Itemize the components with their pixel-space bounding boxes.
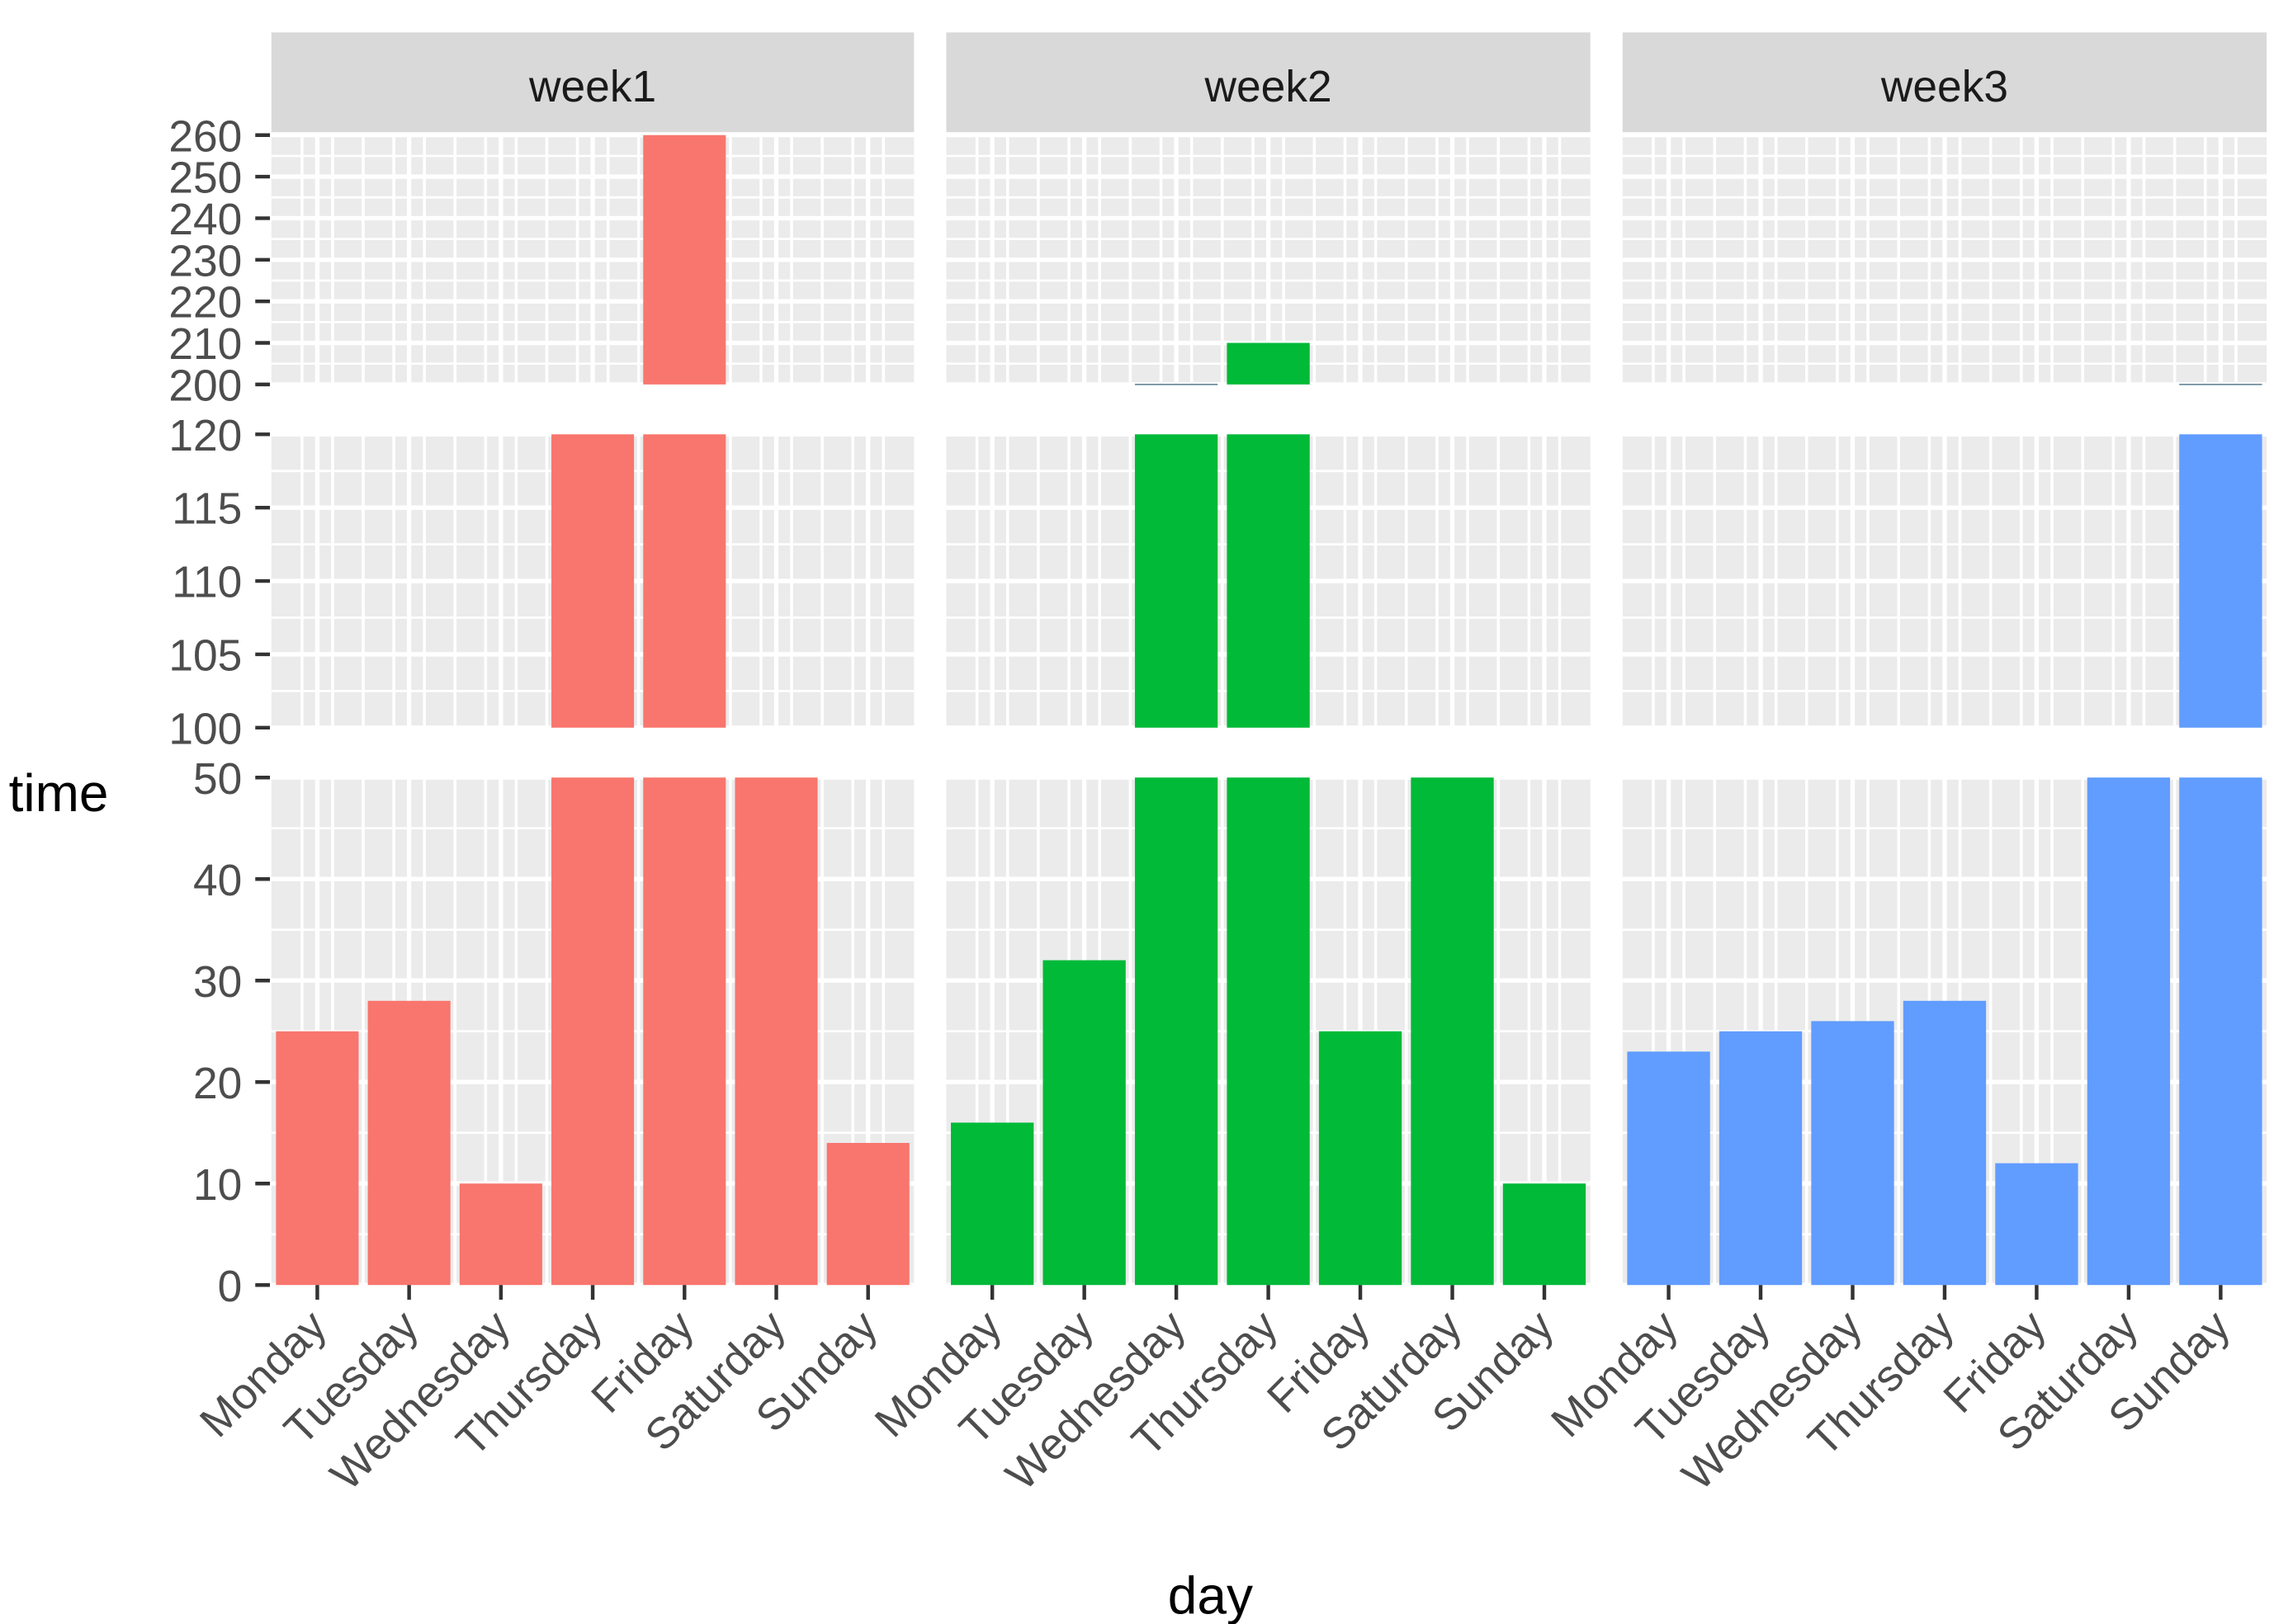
bar-friday: [1318, 1031, 1402, 1286]
bar-sunday: [2179, 434, 2262, 728]
bar-wednesday: [1811, 1021, 1894, 1286]
y-tick-label: 10: [193, 1161, 242, 1210]
y-tick-label: 50: [193, 755, 242, 804]
bar-monday: [1627, 1051, 1710, 1286]
facet-panel-week3: week3MondayTuesdayWednesdayThursdayFrida…: [1542, 32, 2267, 1499]
bar-saturday: [1411, 777, 1494, 1286]
bar-wednesday: [1134, 777, 1218, 1286]
bar-saturday: [2087, 777, 2171, 1286]
bar-friday: [643, 135, 726, 385]
facet-strip-label: week2: [1204, 63, 1332, 111]
bar-friday: [643, 777, 726, 1286]
facet-panel-week1: week1MondayTuesdayWednesdayThursdayFrida…: [191, 32, 915, 1499]
y-tick-label: 250: [168, 154, 242, 203]
facet-strip: [1622, 32, 2267, 133]
bar-thursday: [1227, 342, 1310, 385]
y-tick-label: 115: [172, 485, 242, 534]
y-tick-label: 20: [193, 1060, 242, 1108]
y-tick-label: 120: [168, 412, 242, 460]
y-tick-label: 30: [193, 958, 242, 1007]
bar-tuesday: [1719, 1031, 1803, 1286]
y-tick-label: 240: [168, 196, 242, 244]
facet-strip-label: week3: [1880, 63, 2008, 111]
bar-sunday: [2179, 777, 2262, 1286]
bar-monday: [276, 1031, 359, 1286]
y-tick-label: 230: [168, 237, 242, 286]
y-tick-label: 40: [193, 857, 242, 905]
facet-panel-week2: week2MondayTuesdayWednesdayThursdayFrida…: [866, 32, 1591, 1499]
bar-tuesday: [1042, 960, 1126, 1286]
bar-friday: [643, 434, 726, 728]
y-tick-label: 0: [218, 1263, 243, 1311]
bar-wednesday: [1134, 434, 1218, 728]
y-tick-label: 105: [168, 631, 242, 680]
y-axis-title: time: [9, 763, 109, 823]
bar-thursday: [1227, 434, 1310, 728]
bar-tuesday: [367, 1000, 451, 1286]
y-tick-label: 200: [168, 361, 242, 410]
y-tick-label: 100: [168, 705, 242, 753]
bar-monday: [951, 1122, 1034, 1286]
x-axis-title: day: [1168, 1565, 1253, 1624]
bar-thursday: [1903, 1000, 1987, 1286]
bar-thursday: [1227, 777, 1310, 1286]
bar-sunday: [1502, 1183, 1586, 1286]
y-tick-label: 260: [168, 112, 242, 161]
bar-friday: [1995, 1163, 2078, 1286]
bar-thursday: [551, 777, 635, 1286]
bar-saturday: [735, 777, 818, 1286]
bar-thursday: [551, 434, 635, 728]
facet-strip: [946, 32, 1591, 133]
y-tick-label: 110: [172, 559, 242, 607]
y-tick-label: 220: [168, 279, 242, 328]
facet-strip: [271, 32, 915, 133]
bar-sunday: [826, 1143, 910, 1286]
y-tick-label: 210: [168, 320, 242, 369]
bar-wednesday: [459, 1183, 542, 1286]
facet-strip-label: week1: [528, 63, 656, 111]
